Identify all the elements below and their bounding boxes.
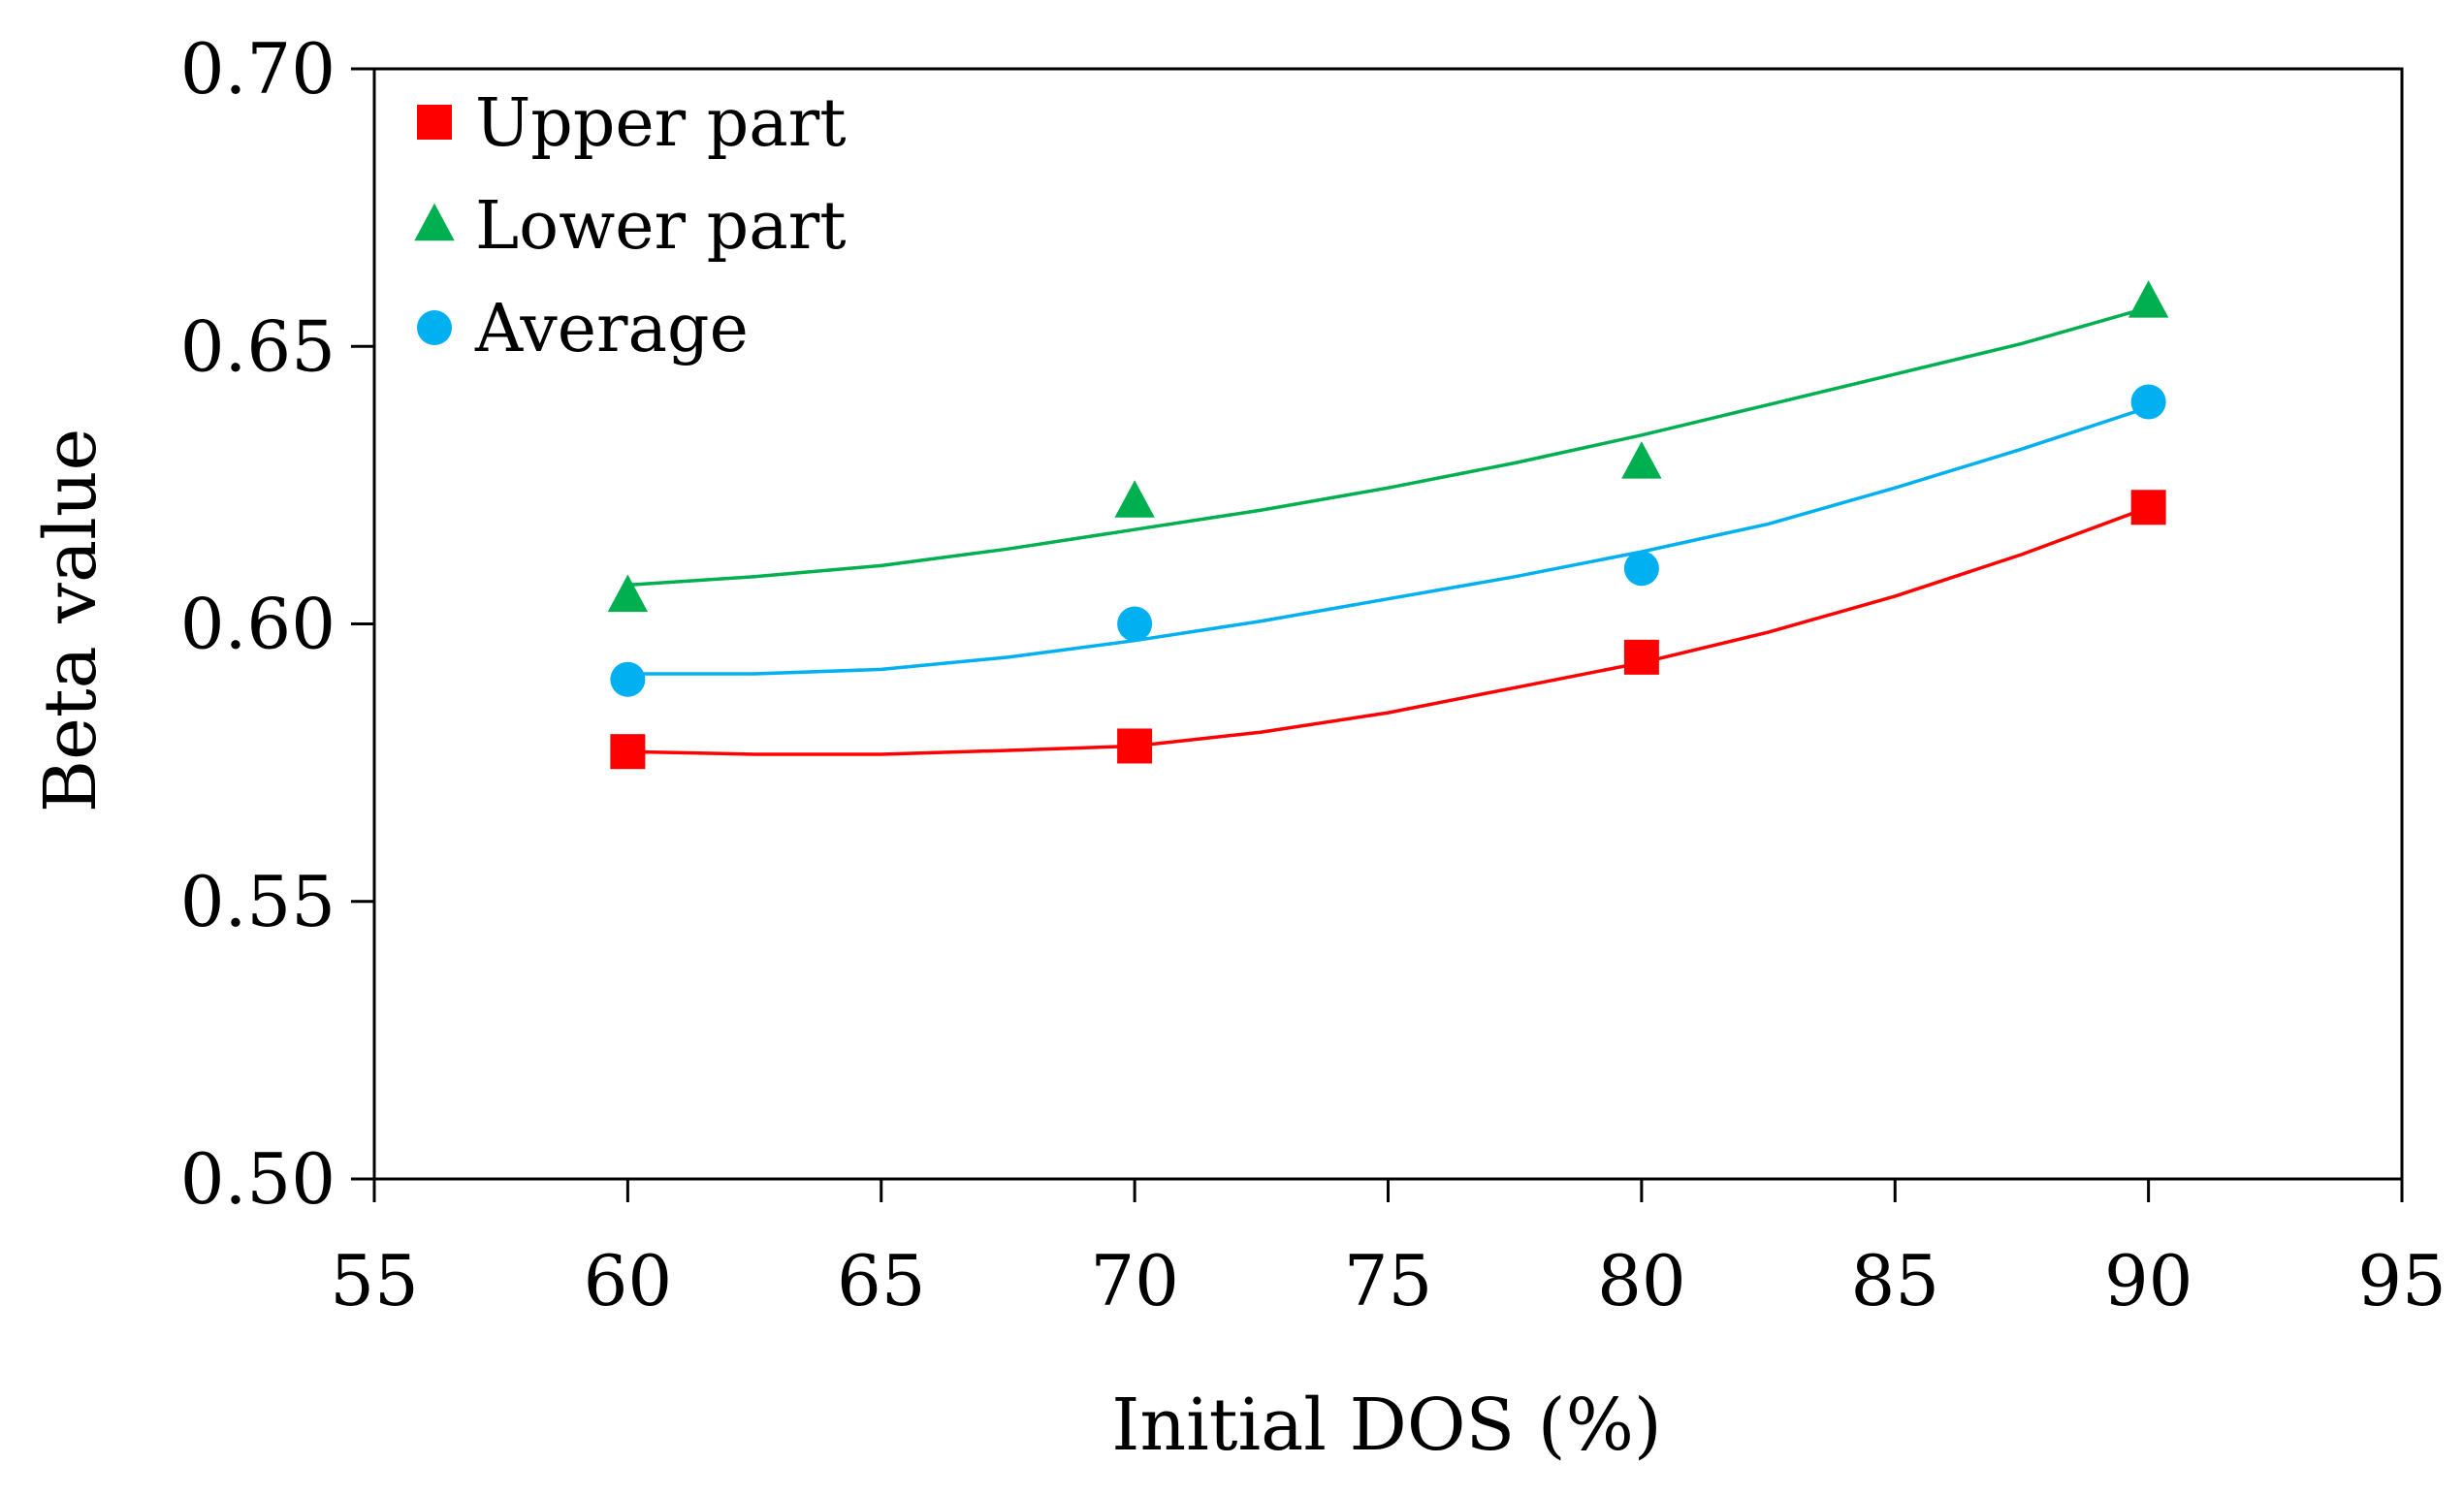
y-axis-title: Beta value [29, 429, 112, 813]
x-axis: 55 60 65 70 75 80 85 90 95 [330, 1179, 2447, 1321]
point-lower-part [607, 574, 649, 613]
legend-marker-lower-part [414, 203, 455, 241]
legend-marker-upper-part [417, 105, 452, 140]
legend-label-upper-part: Upper part [475, 85, 847, 162]
trendline-lower-part [627, 305, 2150, 588]
point-lower-part [1621, 441, 1662, 479]
point-lower-part [1114, 480, 1155, 518]
y-tick-label: 0.70 [180, 28, 336, 110]
legend-label-lower-part: Lower part [475, 188, 847, 265]
y-tick-label: 0.60 [180, 584, 336, 665]
point-upper-part [1623, 639, 1659, 675]
point-average [1117, 606, 1153, 642]
data-markers [607, 280, 2169, 770]
legend: Upper part Lower part Average [414, 85, 847, 367]
x-tick-label: 85 [1850, 1240, 1939, 1321]
point-lower-part [2128, 280, 2169, 318]
x-tick-label: 90 [2104, 1240, 2193, 1321]
x-axis-title: Initial DOS (%) [1111, 1384, 1662, 1467]
point-upper-part [610, 734, 646, 770]
x-tick-label: 95 [2357, 1240, 2447, 1321]
y-tick-label: 0.55 [180, 861, 336, 942]
x-tick-label: 80 [1597, 1240, 1686, 1321]
point-average [2130, 384, 2166, 420]
point-upper-part [1117, 728, 1153, 764]
y-tick-label: 0.65 [180, 305, 336, 387]
point-average [1623, 551, 1659, 587]
x-tick-label: 70 [1090, 1240, 1179, 1321]
trendlines [627, 305, 2150, 756]
point-average [610, 661, 646, 697]
trendline-upper-part [627, 505, 2150, 756]
x-tick-label: 60 [584, 1240, 673, 1321]
x-tick-label: 65 [837, 1240, 926, 1321]
legend-label-average: Average [474, 291, 749, 367]
point-upper-part [2130, 490, 2166, 525]
legend-marker-average [417, 310, 452, 345]
y-tick-label: 0.50 [180, 1138, 336, 1220]
y-axis: 0.50 0.55 0.60 0.65 0.70 [180, 28, 374, 1220]
x-tick-label: 75 [1344, 1240, 1433, 1321]
trendline-average [627, 405, 2150, 676]
x-tick-label: 55 [330, 1240, 419, 1321]
